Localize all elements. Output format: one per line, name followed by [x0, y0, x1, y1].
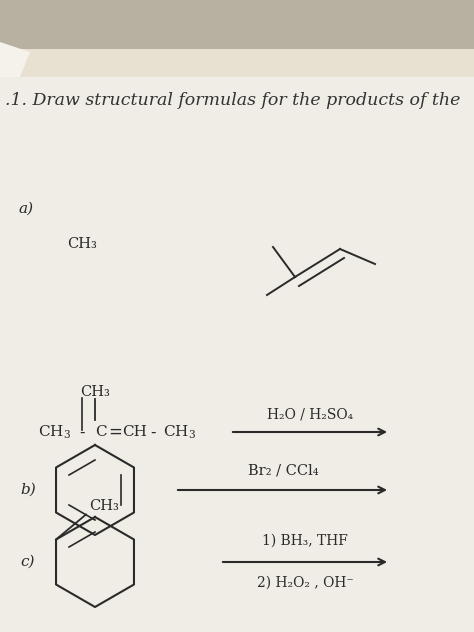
Text: c): c) [20, 555, 35, 569]
Text: b): b) [20, 483, 36, 497]
Text: CH: CH [122, 425, 147, 439]
Text: C: C [95, 425, 107, 439]
Text: CH₃: CH₃ [67, 237, 97, 251]
Text: .1. Draw structural formulas for the products of the: .1. Draw structural formulas for the pro… [5, 92, 460, 109]
Text: -: - [79, 425, 85, 439]
Bar [0, 49, 474, 77]
Text: 2) H₂O₂ , OH⁻: 2) H₂O₂ , OH⁻ [256, 576, 354, 590]
Text: $\mathregular{CH_3}$: $\mathregular{CH_3}$ [163, 423, 196, 441]
Text: CH₃: CH₃ [89, 499, 119, 513]
Polygon shape [0, 42, 30, 77]
Text: a): a) [18, 202, 33, 216]
Text: CH₃: CH₃ [80, 385, 110, 399]
Text: -: - [150, 425, 155, 439]
Text: $\mathregular{CH_3}$: $\mathregular{CH_3}$ [38, 423, 71, 441]
Text: Br₂ / CCl₄: Br₂ / CCl₄ [248, 464, 319, 478]
Text: 1) BH₃, THF: 1) BH₃, THF [262, 534, 348, 548]
Bar [0, 0, 474, 52]
Text: H₂O / H₂SO₄: H₂O / H₂SO₄ [267, 408, 353, 422]
Text: =: = [108, 423, 122, 441]
